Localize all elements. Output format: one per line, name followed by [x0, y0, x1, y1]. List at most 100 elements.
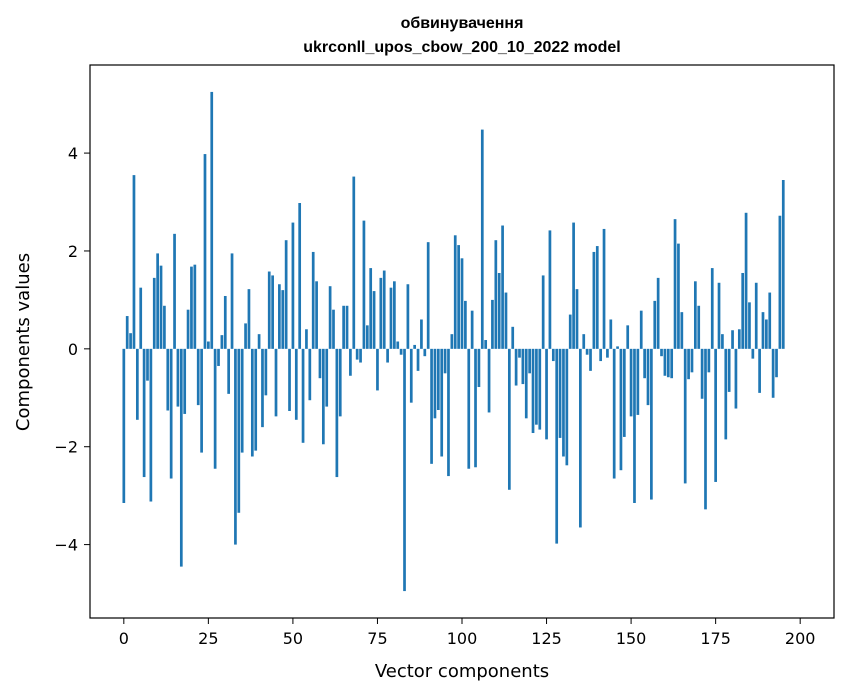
- bar-component-130: [562, 348, 565, 457]
- bar-component-185: [748, 302, 751, 349]
- bar-component-194: [778, 215, 782, 349]
- bar-component-50: [291, 222, 295, 349]
- bar-component-177: [721, 334, 724, 349]
- bar-component-52: [298, 203, 302, 349]
- bar-component-3: [132, 175, 136, 349]
- bar-component-10: [156, 253, 159, 349]
- bar-component-71: [362, 220, 366, 349]
- bar-component-21: [193, 264, 197, 349]
- bar-component-158: [656, 277, 660, 349]
- bar-component-31: [227, 348, 231, 394]
- bar-component-15: [173, 233, 176, 349]
- y-tick-label: 0: [68, 340, 78, 359]
- bar-series: [122, 91, 785, 592]
- bar-component-81: [396, 341, 400, 349]
- bar-component-132: [568, 314, 572, 349]
- bar-component-160: [663, 348, 667, 376]
- bar-component-133: [572, 222, 575, 349]
- bar-component-40: [257, 334, 261, 349]
- bar-component-159: [660, 348, 663, 357]
- bar-component-124: [541, 275, 545, 349]
- bar-component-171: [700, 348, 704, 399]
- y-tick-label: 2: [68, 242, 78, 261]
- bar-component-112: [501, 225, 504, 349]
- bar-component-152: [636, 348, 640, 415]
- bar-component-27: [213, 348, 217, 469]
- bar-component-104: [474, 348, 477, 468]
- bar-component-188: [758, 348, 761, 393]
- bar-component-51: [294, 348, 298, 420]
- bar-component-58: [318, 348, 322, 379]
- bar-component-175: [714, 348, 717, 482]
- bar-component-70: [359, 348, 362, 363]
- bar-component-140: [595, 246, 599, 349]
- y-axis-ticks: −4 −2 0 2 4: [54, 144, 90, 555]
- bar-component-105: [477, 348, 481, 388]
- bar-component-161: [666, 348, 670, 378]
- bar-component-67: [349, 348, 352, 376]
- bar-component-173: [707, 348, 711, 373]
- bar-component-79: [389, 287, 393, 349]
- bar-component-56: [311, 251, 315, 349]
- bar-component-62: [332, 309, 335, 349]
- bar-component-87: [416, 348, 420, 371]
- bar-component-7: [146, 348, 149, 381]
- bar-component-117: [518, 348, 521, 358]
- bar-component-109: [491, 299, 494, 349]
- bar-component-84: [406, 284, 410, 349]
- bar-component-73: [369, 268, 373, 349]
- bar-component-28: [217, 348, 220, 366]
- plot-area-frame: [89, 64, 835, 619]
- bar-component-106: [480, 129, 484, 349]
- bar-component-190: [765, 319, 768, 349]
- x-tick-label: 50: [283, 629, 303, 648]
- x-tick-label: 0: [119, 629, 129, 648]
- bar-component-120: [528, 348, 531, 374]
- bar-component-166: [683, 348, 687, 484]
- bar-component-100: [460, 258, 464, 349]
- bar-component-76: [379, 277, 383, 349]
- bar-component-72: [365, 325, 369, 349]
- bar-component-96: [447, 348, 450, 477]
- bar-component-26: [210, 91, 214, 349]
- bar-component-86: [413, 344, 417, 349]
- bar-component-127: [551, 348, 555, 362]
- y-axis-label: Components values: [13, 253, 34, 431]
- bar-component-184: [744, 212, 748, 349]
- bar-component-113: [504, 292, 508, 349]
- bar-component-68: [352, 176, 356, 349]
- bar-component-172: [704, 348, 707, 510]
- bar-component-163: [673, 219, 677, 349]
- bar-component-156: [650, 348, 653, 500]
- bar-component-149: [626, 325, 630, 349]
- bar-component-14: [169, 348, 173, 479]
- bar-component-83: [403, 348, 406, 592]
- bar-component-97: [450, 334, 454, 349]
- bar-component-9: [152, 277, 156, 349]
- chart-title-model: ukrconll_upos_cbow_200_10_2022 model: [303, 39, 620, 56]
- bar-component-183: [741, 272, 745, 349]
- bar-component-174: [710, 268, 714, 349]
- bar-component-115: [511, 326, 515, 349]
- bar-component-114: [507, 348, 511, 490]
- bar-component-128: [555, 348, 559, 544]
- bar-component-53: [301, 348, 305, 443]
- bar-component-145: [612, 348, 616, 479]
- bar-component-135: [579, 348, 582, 528]
- bar-component-119: [524, 348, 528, 419]
- x-tick-label: 200: [785, 629, 816, 648]
- x-tick-label: 100: [447, 629, 478, 648]
- bar-component-95: [443, 348, 447, 374]
- bar-component-162: [670, 348, 674, 379]
- bar-component-46: [278, 284, 281, 349]
- bar-component-4: [135, 348, 139, 420]
- bar-component-49: [288, 348, 291, 411]
- bar-component-91: [430, 348, 433, 464]
- bar-component-89: [423, 348, 427, 357]
- bar-component-178: [724, 348, 728, 440]
- bar-component-93: [436, 348, 440, 411]
- bar-component-33: [234, 348, 237, 545]
- bar-component-63: [335, 348, 339, 478]
- bar-component-164: [677, 243, 680, 349]
- bar-component-121: [531, 348, 535, 434]
